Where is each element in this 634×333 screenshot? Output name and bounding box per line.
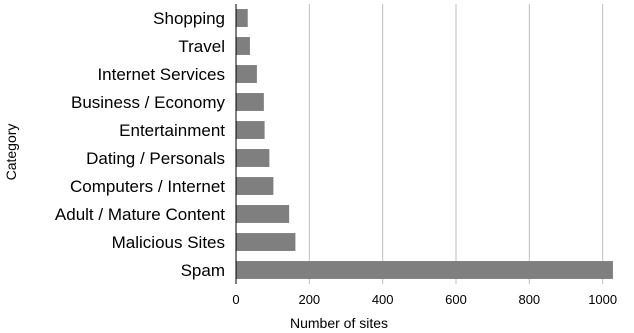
x-tick-label: 1000 xyxy=(588,292,617,307)
bar xyxy=(236,149,270,167)
x-tick-label: 800 xyxy=(518,292,540,307)
category-label: Business / Economy xyxy=(71,93,226,112)
bar xyxy=(236,93,264,111)
category-label: Internet Services xyxy=(97,65,225,84)
bar xyxy=(236,37,250,55)
category-label: Shopping xyxy=(153,9,225,28)
category-label: Spam xyxy=(181,261,225,280)
bar xyxy=(236,65,257,83)
y-axis-title: Category xyxy=(3,124,19,181)
x-tick-label: 0 xyxy=(232,292,239,307)
category-label: Adult / Mature Content xyxy=(55,205,225,224)
x-tick-label: 400 xyxy=(372,292,394,307)
bar xyxy=(236,9,248,27)
category-label: Entertainment xyxy=(119,121,225,140)
bar xyxy=(236,233,296,251)
x-tick-label: 200 xyxy=(298,292,320,307)
category-labels: Spam Malicious Sites Adult / Mature Conten… xyxy=(55,9,226,280)
x-tick-labels: 0 200 400 600 800 1000 xyxy=(232,292,617,307)
bar xyxy=(236,261,613,279)
category-label: Malicious Sites xyxy=(112,233,225,252)
category-label: Travel xyxy=(178,37,225,56)
category-label: Dating / Personals xyxy=(86,149,225,168)
bar xyxy=(236,177,274,195)
category-label: Computers / Internet xyxy=(70,177,225,196)
x-tick-label: 600 xyxy=(445,292,467,307)
x-axis-title: Number of sites xyxy=(290,315,388,331)
bar xyxy=(236,121,265,139)
bar xyxy=(236,205,290,223)
bars xyxy=(236,9,613,279)
grid-lines xyxy=(308,4,604,284)
